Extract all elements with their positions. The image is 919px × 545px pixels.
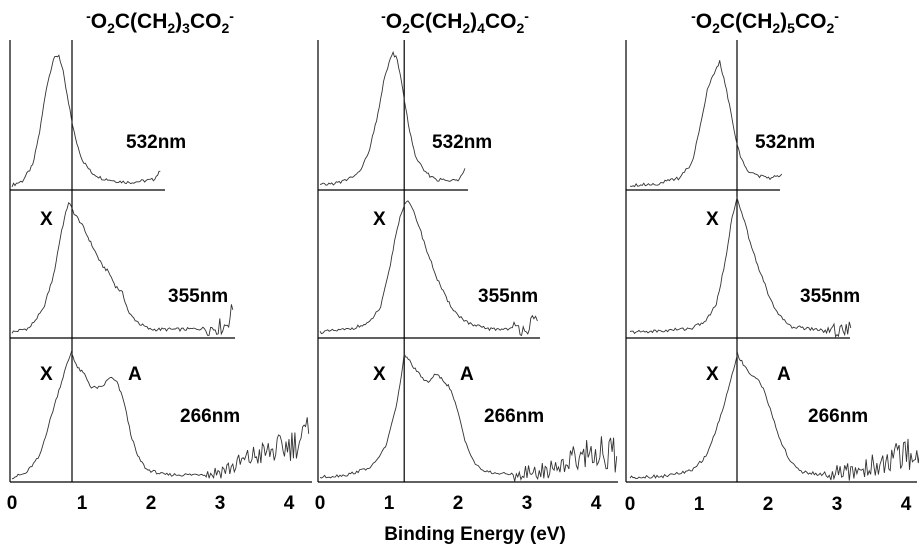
panel-1-spectrum-266nm <box>11 350 310 480</box>
panel-1-tick-3: 3 <box>215 493 226 514</box>
panel-3-title: -O2C(CH2)5CO2- <box>691 8 839 36</box>
panel-3-spectrum-532nm <box>629 60 783 188</box>
panel-2-tick-2: 2 <box>453 493 464 514</box>
panel-2-title: -O2C(CH2)4CO2- <box>381 8 529 36</box>
panel-2-spectrum-266nm <box>319 352 618 482</box>
panel-3-spectrum-355nm <box>629 195 852 338</box>
panel-1: -O2C(CH2)3CO2- 532nm 355nm 266nm X X A 0… <box>7 8 312 514</box>
panel-1-spectrum-355nm <box>11 202 234 336</box>
panel-1-266nm-peak-a: A <box>128 364 142 385</box>
panel-3-tick-0: 0 <box>625 494 636 515</box>
x-axis-label: Binding Energy (eV) <box>384 524 566 545</box>
panel-3-tick-1: 1 <box>694 494 705 515</box>
panel-1-tick-1: 1 <box>77 493 88 514</box>
panel-2-spectrum-532nm <box>319 50 466 186</box>
panel-3-tick-3: 3 <box>832 494 843 515</box>
panel-1-tick-2: 2 <box>146 493 157 514</box>
panel-1-tick-4: 4 <box>284 493 295 514</box>
panel-3-tick-4: 4 <box>901 494 912 515</box>
panel-3-label-266nm: 266nm <box>808 406 868 427</box>
panel-3-spectrum-266nm <box>629 351 919 481</box>
panel-2-355nm-peak-x: X <box>373 209 386 230</box>
panel-1-label-355nm: 355nm <box>168 286 228 307</box>
panel-3-label-355nm: 355nm <box>800 286 860 307</box>
panel-1-title: -O2C(CH2)3CO2- <box>86 8 234 36</box>
panel-2-label-355nm: 355nm <box>478 286 538 307</box>
panel-2-266nm-peak-a: A <box>460 364 474 385</box>
panel-2-tick-3: 3 <box>522 493 533 514</box>
panel-3-355nm-peak-x: X <box>706 209 719 230</box>
panel-3-tick-2: 2 <box>763 494 774 515</box>
panel-1-tick-0: 0 <box>7 493 18 514</box>
panel-2-spectrum-355nm <box>319 200 538 337</box>
panel-1-label-532nm: 532nm <box>126 132 186 153</box>
panel-3-266nm-peak-x: X <box>706 364 719 385</box>
panel-1-355nm-peak-x: X <box>40 209 53 230</box>
panel-2-tick-4: 4 <box>591 493 602 514</box>
panel-3-266nm-peak-a: A <box>777 364 791 385</box>
panel-1-label-266nm: 266nm <box>180 406 240 427</box>
panel-3: -O2C(CH2)5CO2- 532nm 355nm 266nm X X A 0… <box>625 8 919 515</box>
panel-2-label-266nm: 266nm <box>484 406 544 427</box>
panel-2: -O2C(CH2)4CO2- 532nm 355nm 266nm X X A 0… <box>315 8 618 514</box>
panel-2-label-532nm: 532nm <box>432 132 492 153</box>
panel-1-spectrum-532nm <box>11 54 161 188</box>
panel-2-tick-1: 1 <box>384 493 395 514</box>
panel-1-266nm-peak-x: X <box>40 364 53 385</box>
panel-3-label-532nm: 532nm <box>755 132 815 153</box>
panel-2-266nm-peak-x: X <box>373 364 386 385</box>
panel-2-tick-0: 0 <box>315 493 326 514</box>
